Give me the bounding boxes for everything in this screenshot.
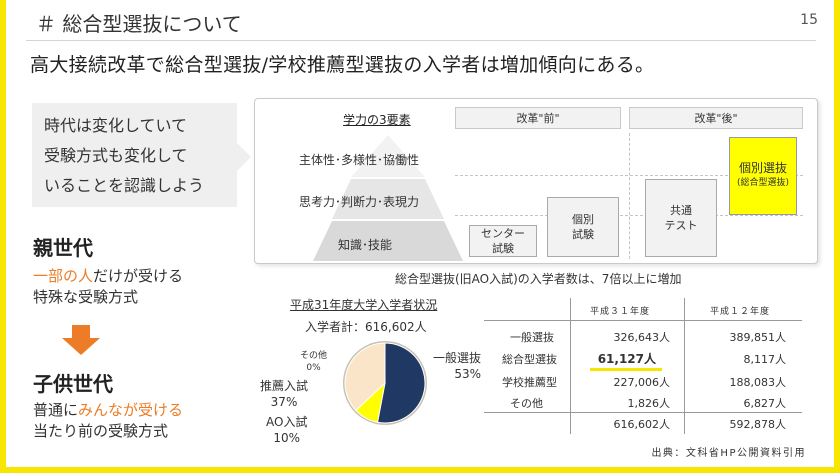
common-test-line-2: テスト	[664, 219, 698, 232]
slide-title: ＃ 総合型選抜について	[36, 12, 242, 36]
slide-subtitle: 高大接続改革で総合型選抜/学校推薦型選抜の入学者は増加傾向にある。	[30, 54, 655, 76]
individual-exam-box: 個別 試験	[547, 197, 619, 257]
pyramid-level-2: 思考力･判断力･表現力	[299, 195, 420, 209]
individual-selection-label: 個別選抜	[738, 161, 787, 175]
table-cell: 1,826人	[627, 397, 671, 410]
pie-label-ao-name: AO入試	[266, 415, 308, 429]
table-col-line-2	[684, 298, 685, 434]
pie-label-other-name: その他	[300, 351, 328, 361]
table-col-line-1	[570, 298, 571, 434]
callout-pointer	[237, 143, 251, 171]
admissions-pie-chart	[343, 341, 427, 425]
header-divider	[26, 40, 816, 41]
table-total-line	[484, 412, 802, 413]
after-reform-header: 改革"後"	[629, 107, 803, 129]
children-heading: 子供世代	[33, 372, 113, 396]
pyramid-graphic	[313, 135, 463, 261]
callout-line-2: 受験方式も変化して	[44, 146, 188, 165]
table-total-h31: 616,602人	[613, 418, 671, 431]
table-cell: 326,643人	[613, 331, 671, 344]
common-test-line-1: 共通	[670, 204, 692, 217]
table-cell: 8,117人	[743, 353, 787, 366]
pie-label-other-pct: 0%	[306, 363, 321, 373]
table-cell: 227,006人	[613, 376, 671, 389]
table-row-label: その他	[510, 397, 543, 410]
individual-exam-line-2: 試験	[572, 228, 594, 241]
parents-highlight: 一部の人	[33, 267, 94, 285]
table-total-h12: 592,878人	[729, 418, 787, 431]
center-exam-box: センター 試験	[469, 225, 537, 257]
children-description: 普通にみんなが受ける 当たり前の受験方式	[33, 400, 183, 442]
divider-line	[629, 133, 630, 259]
table-cell: 389,851人	[729, 331, 787, 344]
parents-description: 一部の人だけが受ける 特殊な受験方式	[33, 266, 183, 308]
table-row-label: 学校推薦型	[502, 376, 557, 389]
individual-exam-line-1: 個別	[572, 213, 594, 226]
pie-label-ao: AO入試 10%	[266, 414, 307, 446]
pyramid-level-1: 主体性･多様性･協働性	[299, 153, 420, 167]
parents-heading: 親世代	[33, 236, 93, 260]
children-highlight: みんなが受ける	[78, 401, 184, 419]
pie-total: 入学者計：616,602人	[305, 320, 427, 334]
pie-label-general-pct: 53%	[454, 367, 482, 381]
pie-label-other: その他 0%	[300, 350, 327, 374]
guide-line-1	[455, 175, 803, 176]
center-exam-line-2: 試験	[492, 242, 514, 255]
pie-label-general: 一般選抜 53%	[433, 350, 481, 382]
pie-slice-0	[376, 342, 426, 424]
table-cell: 188,083人	[729, 376, 787, 389]
callout-line-3: いることを認識しよう	[44, 176, 205, 195]
common-test-box: 共通 テスト	[645, 179, 717, 257]
table-row-label: 総合型選抜	[502, 353, 557, 366]
down-arrow-icon	[62, 325, 100, 355]
right-accent-bar	[834, 0, 840, 473]
table-header-line	[484, 320, 802, 321]
callout-note: 時代は変化していて 受験方式も変化して いることを認識しよう	[32, 103, 251, 207]
table-header-h12: 平成１２年度	[710, 307, 771, 317]
source-citation: 出典：文科省HP公開資料引用	[651, 448, 806, 459]
table-header-h31: 平成３１年度	[590, 307, 651, 317]
pie-title: 平成31年度大学入学者状況	[290, 298, 438, 312]
children-desc-line2: 当たり前の受験方式	[33, 422, 169, 440]
left-accent-bar	[0, 0, 6, 473]
bottom-accent-bar	[0, 467, 840, 473]
center-exam-line-1: センター	[481, 227, 525, 240]
pie-label-recommend: 推薦入試 37%	[260, 378, 308, 410]
pie-slice-2	[344, 342, 386, 412]
page-number: 15	[800, 12, 818, 28]
pyramid-title: 学力の3要素	[343, 113, 411, 127]
highlight-marker	[590, 368, 662, 371]
guide-line-2	[455, 215, 803, 216]
children-desc-prefix: 普通に	[33, 401, 79, 419]
table-row-label: 一般選抜	[510, 331, 554, 344]
reform-diagram: 学力の3要素 主体性･多様性･協働性 思考力･判断力･表現力 知識･技能 改革"…	[254, 98, 818, 264]
individual-selection-note: (総合型選抜)	[736, 178, 790, 188]
pie-label-recommend-pct: 37%	[270, 395, 298, 409]
individual-selection-box: 個別選抜 (総合型選抜)	[729, 137, 797, 215]
pyramid-level-3: 知識･技能	[338, 238, 393, 252]
parents-desc-line2: 特殊な受験方式	[33, 288, 139, 306]
parents-desc-rest: だけが受ける	[93, 267, 184, 285]
pie-label-recommend-name: 推薦入試	[260, 379, 309, 393]
diagram-caption: 総合型選抜(旧AO入試)の入学者数は、7倍以上に増加	[395, 272, 682, 286]
before-reform-header: 改革"前"	[455, 107, 621, 129]
pie-label-general-name: 一般選抜	[433, 351, 482, 365]
callout-line-1: 時代は変化していて	[44, 116, 188, 135]
table-cell-highlight: 61,127人	[597, 352, 656, 366]
table-cell: 6,827人	[743, 397, 787, 410]
pie-label-ao-pct: 10%	[273, 431, 301, 445]
